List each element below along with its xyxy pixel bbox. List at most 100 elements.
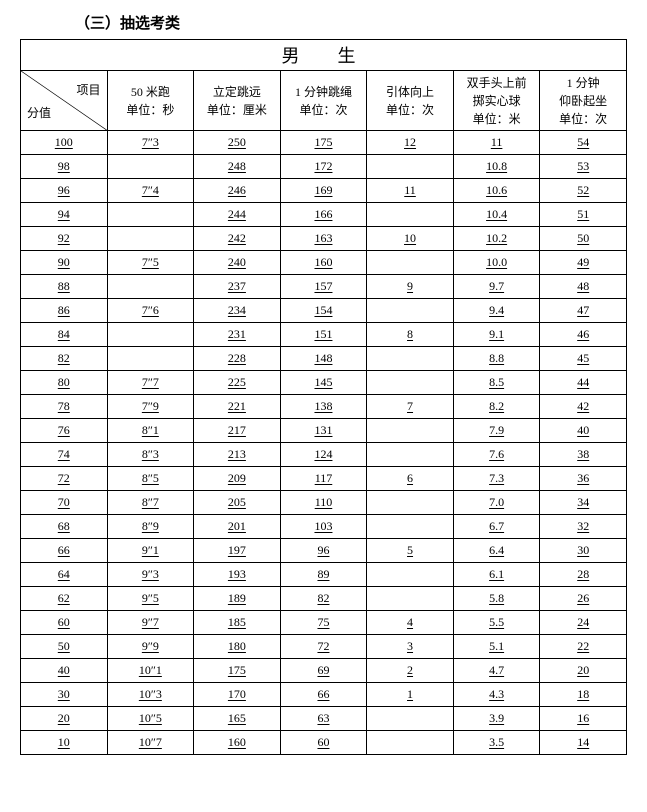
value-cell: 163 <box>280 227 367 251</box>
value-cell <box>367 299 454 323</box>
value-cell: 189 <box>194 587 281 611</box>
value-cell: 53 <box>540 155 627 179</box>
value-cell: 42 <box>540 395 627 419</box>
value-cell: 231 <box>194 323 281 347</box>
table-row: 967″42461691110.652 <box>21 179 627 203</box>
table-row: 1010″7160603.514 <box>21 731 627 755</box>
value-cell: 96 <box>280 539 367 563</box>
value-cell: 237 <box>194 275 281 299</box>
score-cell: 68 <box>21 515 108 539</box>
value-cell <box>107 155 194 179</box>
value-cell: 10.8 <box>453 155 540 179</box>
value-cell: 10″5 <box>107 707 194 731</box>
value-cell <box>107 323 194 347</box>
value-cell: 209 <box>194 467 281 491</box>
score-cell: 82 <box>21 347 108 371</box>
value-cell: 63 <box>280 707 367 731</box>
value-cell: 34 <box>540 491 627 515</box>
value-cell: 7.6 <box>453 443 540 467</box>
value-cell: 148 <box>280 347 367 371</box>
value-cell <box>107 347 194 371</box>
value-cell: 205 <box>194 491 281 515</box>
table-row: 748″32131247.638 <box>21 443 627 467</box>
value-cell: 10.0 <box>453 251 540 275</box>
value-cell: 18 <box>540 683 627 707</box>
value-cell: 110 <box>280 491 367 515</box>
score-cell: 62 <box>21 587 108 611</box>
value-cell: 60 <box>280 731 367 755</box>
value-cell: 175 <box>194 659 281 683</box>
value-cell: 172 <box>280 155 367 179</box>
value-cell: 117 <box>280 467 367 491</box>
value-cell: 8″9 <box>107 515 194 539</box>
value-cell: 2 <box>367 659 454 683</box>
value-cell: 175 <box>280 131 367 155</box>
score-cell: 70 <box>21 491 108 515</box>
value-cell: 45 <box>540 347 627 371</box>
diag-top-label: 项目 <box>77 81 101 99</box>
value-cell: 8″5 <box>107 467 194 491</box>
table-row: 807″72251458.544 <box>21 371 627 395</box>
value-cell: 8″1 <box>107 419 194 443</box>
table-row: 787″922113878.242 <box>21 395 627 419</box>
value-cell: 3.9 <box>453 707 540 731</box>
score-cell: 86 <box>21 299 108 323</box>
value-cell: 10 <box>367 227 454 251</box>
score-cell: 100 <box>21 131 108 155</box>
value-cell: 151 <box>280 323 367 347</box>
value-cell: 7″5 <box>107 251 194 275</box>
value-cell: 197 <box>194 539 281 563</box>
value-cell: 160 <box>194 731 281 755</box>
table-row: 8823715799.748 <box>21 275 627 299</box>
header-row: 项目 分值 50 米跑单位：秒 立定跳远单位：厘米 1 分钟跳绳单位：次 引体向… <box>21 71 627 131</box>
value-cell: 12 <box>367 131 454 155</box>
value-cell: 48 <box>540 275 627 299</box>
table-row: 509″91807235.122 <box>21 635 627 659</box>
value-cell: 7″3 <box>107 131 194 155</box>
value-cell: 28 <box>540 563 627 587</box>
value-cell: 4 <box>367 611 454 635</box>
score-cell: 40 <box>21 659 108 683</box>
section-title: （三）抽选考类 <box>20 12 627 33</box>
value-cell <box>107 203 194 227</box>
value-cell: 250 <box>194 131 281 155</box>
value-cell: 193 <box>194 563 281 587</box>
value-cell: 44 <box>540 371 627 395</box>
value-cell: 9″3 <box>107 563 194 587</box>
value-cell: 9.1 <box>453 323 540 347</box>
value-cell: 201 <box>194 515 281 539</box>
diag-header: 项目 分值 <box>21 71 108 131</box>
score-cell: 98 <box>21 155 108 179</box>
value-cell: 246 <box>194 179 281 203</box>
col-header: 1 分钟仰卧起坐单位：次 <box>540 71 627 131</box>
value-cell <box>107 227 194 251</box>
value-cell: 5.5 <box>453 611 540 635</box>
value-cell <box>367 515 454 539</box>
value-cell <box>107 275 194 299</box>
score-cell: 90 <box>21 251 108 275</box>
value-cell <box>367 419 454 443</box>
value-cell: 52 <box>540 179 627 203</box>
table-row: 609″71857545.524 <box>21 611 627 635</box>
value-cell: 131 <box>280 419 367 443</box>
score-cell: 94 <box>21 203 108 227</box>
value-cell: 7 <box>367 395 454 419</box>
value-cell: 10.2 <box>453 227 540 251</box>
value-cell: 7.3 <box>453 467 540 491</box>
value-cell: 225 <box>194 371 281 395</box>
diag-bottom-label: 分值 <box>27 104 51 122</box>
value-cell: 244 <box>194 203 281 227</box>
value-cell: 9″7 <box>107 611 194 635</box>
table-row: 8423115189.146 <box>21 323 627 347</box>
value-cell: 75 <box>280 611 367 635</box>
col-header: 50 米跑单位：秒 <box>107 71 194 131</box>
value-cell: 7.9 <box>453 419 540 443</box>
value-cell: 49 <box>540 251 627 275</box>
value-cell: 7″7 <box>107 371 194 395</box>
value-cell: 24 <box>540 611 627 635</box>
score-cell: 60 <box>21 611 108 635</box>
value-cell: 9″5 <box>107 587 194 611</box>
value-cell: 11 <box>367 179 454 203</box>
value-cell: 7″4 <box>107 179 194 203</box>
table-row: 9824817210.853 <box>21 155 627 179</box>
